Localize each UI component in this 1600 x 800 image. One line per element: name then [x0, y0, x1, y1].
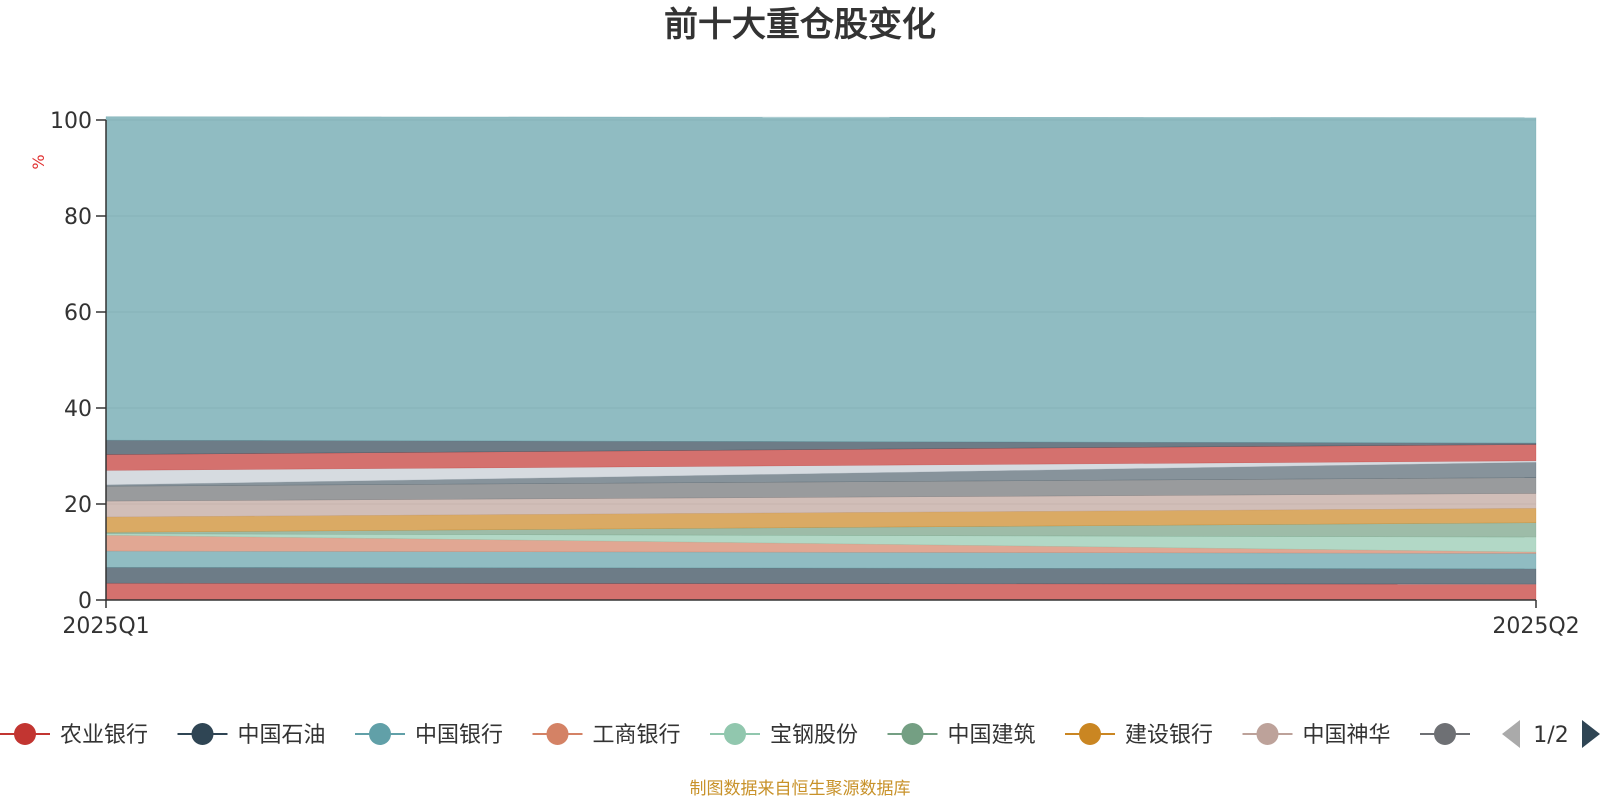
legend-circle-marker — [546, 723, 569, 745]
y-tick-label: 40 — [64, 397, 92, 422]
area-series-13[interactable] — [105, 116, 1537, 444]
area-series-1[interactable] — [105, 567, 1537, 585]
legend-circle-marker — [1434, 723, 1456, 745]
x-tick-label: 2025Q2 — [1492, 614, 1579, 639]
legend-item[interactable]: 农业银行 — [0, 723, 148, 748]
y-tick-label: 100 — [50, 109, 92, 134]
data-source-note: 制图数据来自恒生聚源数据库 — [690, 779, 911, 799]
arrow-left-icon[interactable] — [1502, 720, 1520, 748]
area-series-0[interactable] — [105, 582, 1537, 601]
legend-circle-marker — [901, 723, 924, 745]
y-tick-label: 20 — [64, 493, 92, 518]
axes: 0 20 40 60 80 100 2025Q1 2025Q2 — [50, 109, 1580, 639]
area-series-group — [105, 116, 1537, 601]
x-tick-label: 2025Q1 — [62, 614, 149, 639]
area-series-2[interactable] — [105, 550, 1537, 570]
legend-label: 农业银行 — [60, 723, 148, 748]
legend-items: 农业银行 中国石油 中国银行 工商银行 宝钢股份 中国建筑 建设银行 中国神华 — [0, 723, 1470, 748]
y-tick-label: 80 — [64, 205, 92, 230]
legend-label: 中国银行 — [415, 723, 503, 748]
legend-item[interactable]: 建设银行 — [1065, 723, 1213, 748]
y-tick-label: 0 — [78, 589, 92, 614]
legend-label: 中国石油 — [238, 723, 326, 748]
y-axis-unit: % — [29, 154, 48, 169]
legend-item[interactable]: 中国银行 — [355, 723, 503, 748]
legend-item[interactable]: 中国建筑 — [887, 723, 1036, 748]
legend-circle-marker — [369, 723, 391, 745]
legend-item[interactable]: 工商银行 — [532, 723, 681, 748]
legend-label: 宝钢股份 — [770, 723, 858, 748]
legend-page-indicator: 1/2 — [1533, 723, 1568, 748]
legend-circle-marker — [1079, 723, 1101, 745]
legend-item[interactable]: 宝钢股份 — [710, 723, 858, 748]
legend-label: 中国建筑 — [948, 723, 1036, 748]
legend-circle-marker — [724, 723, 746, 745]
legend: 农业银行 中国石油 中国银行 工商银行 宝钢股份 中国建筑 建设银行 中国神华 — [0, 723, 1470, 748]
y-tick-label: 60 — [64, 301, 92, 326]
legend-label: 中国神华 — [1303, 723, 1391, 748]
legend-item[interactable]: 中国石油 — [177, 723, 326, 748]
legend-pager: 1/2 — [1502, 720, 1600, 748]
legend-label: 建设银行 — [1125, 723, 1213, 748]
legend-item[interactable]: 中国神华 — [1242, 723, 1391, 748]
arrow-right-icon[interactable] — [1582, 720, 1600, 748]
legend-circle-marker — [14, 723, 36, 745]
legend-label: 工商银行 — [593, 723, 681, 748]
legend-item[interactable] — [1420, 723, 1470, 745]
chart-title: 前十大重仓股变化 — [664, 5, 936, 45]
legend-circle-marker — [1256, 723, 1279, 745]
legend-circle-marker — [191, 723, 214, 745]
